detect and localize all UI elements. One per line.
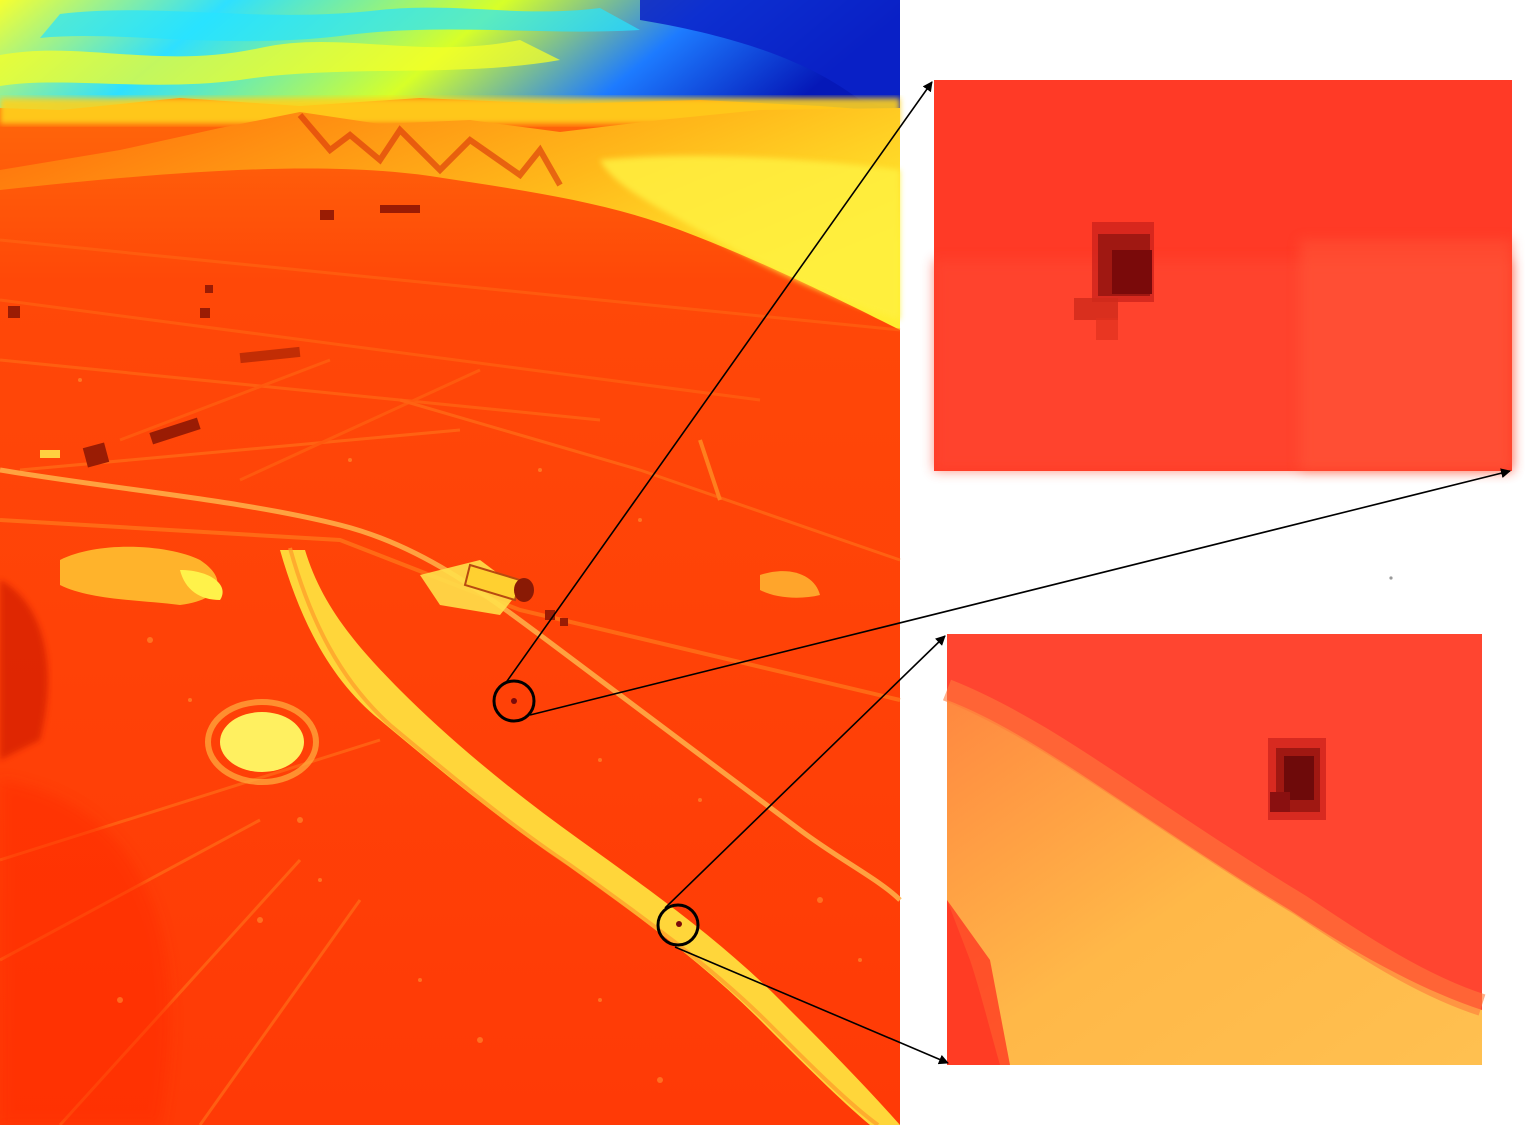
sky-clouds-cyan <box>40 7 640 42</box>
dirt-track <box>280 550 900 1125</box>
arrow-target2-to-panel-bottom-bottom <box>674 946 949 1065</box>
sky-clouds-yellow <box>0 40 560 86</box>
zoom-panel-top <box>934 80 1512 471</box>
zoom-sand-band-edge <box>942 679 1486 1016</box>
zoom-panel-top-warm <box>1300 240 1512 471</box>
dirt-track-edge <box>288 547 880 1125</box>
circle-marker-icon[interactable] <box>492 679 536 723</box>
farm-building <box>463 563 522 602</box>
circle-marker-icon[interactable] <box>656 903 700 947</box>
bright-hillside <box>600 155 900 320</box>
arrow-target2-to-panel-bottom-top <box>664 635 946 909</box>
shaded-field-lower <box>0 780 171 1125</box>
shaded-field-left <box>0 580 48 760</box>
arrow-target1-to-panel-top-left <box>504 81 933 685</box>
zoom-sand-band <box>947 700 1482 1065</box>
stray-dot <box>1389 576 1393 580</box>
zoom-panel-bottom <box>942 634 1486 1065</box>
road <box>0 467 902 902</box>
target-2-spot <box>676 921 682 927</box>
zoom-target-2-blob <box>1268 738 1326 820</box>
arrow-target1-to-panel-top-right <box>529 468 1511 716</box>
terrain-speckles <box>78 378 862 1083</box>
zoom-target-1-blob <box>1074 222 1154 340</box>
pale-patch-oval-rim <box>205 699 319 785</box>
buildings <box>8 205 568 626</box>
pale-patch-oval <box>220 712 304 772</box>
sky-dark-corner <box>640 0 900 112</box>
zoom-red-lower-left <box>947 900 1010 1065</box>
mound <box>760 571 820 598</box>
pale-patch-left <box>60 546 218 605</box>
farm-tree <box>514 578 534 602</box>
connector-arrows <box>504 81 1511 1065</box>
ridge-shadows <box>297 113 563 187</box>
thermal-aerial-photo <box>0 0 902 1125</box>
pale-patch-left2 <box>180 570 223 600</box>
target-1-spot <box>511 698 517 704</box>
